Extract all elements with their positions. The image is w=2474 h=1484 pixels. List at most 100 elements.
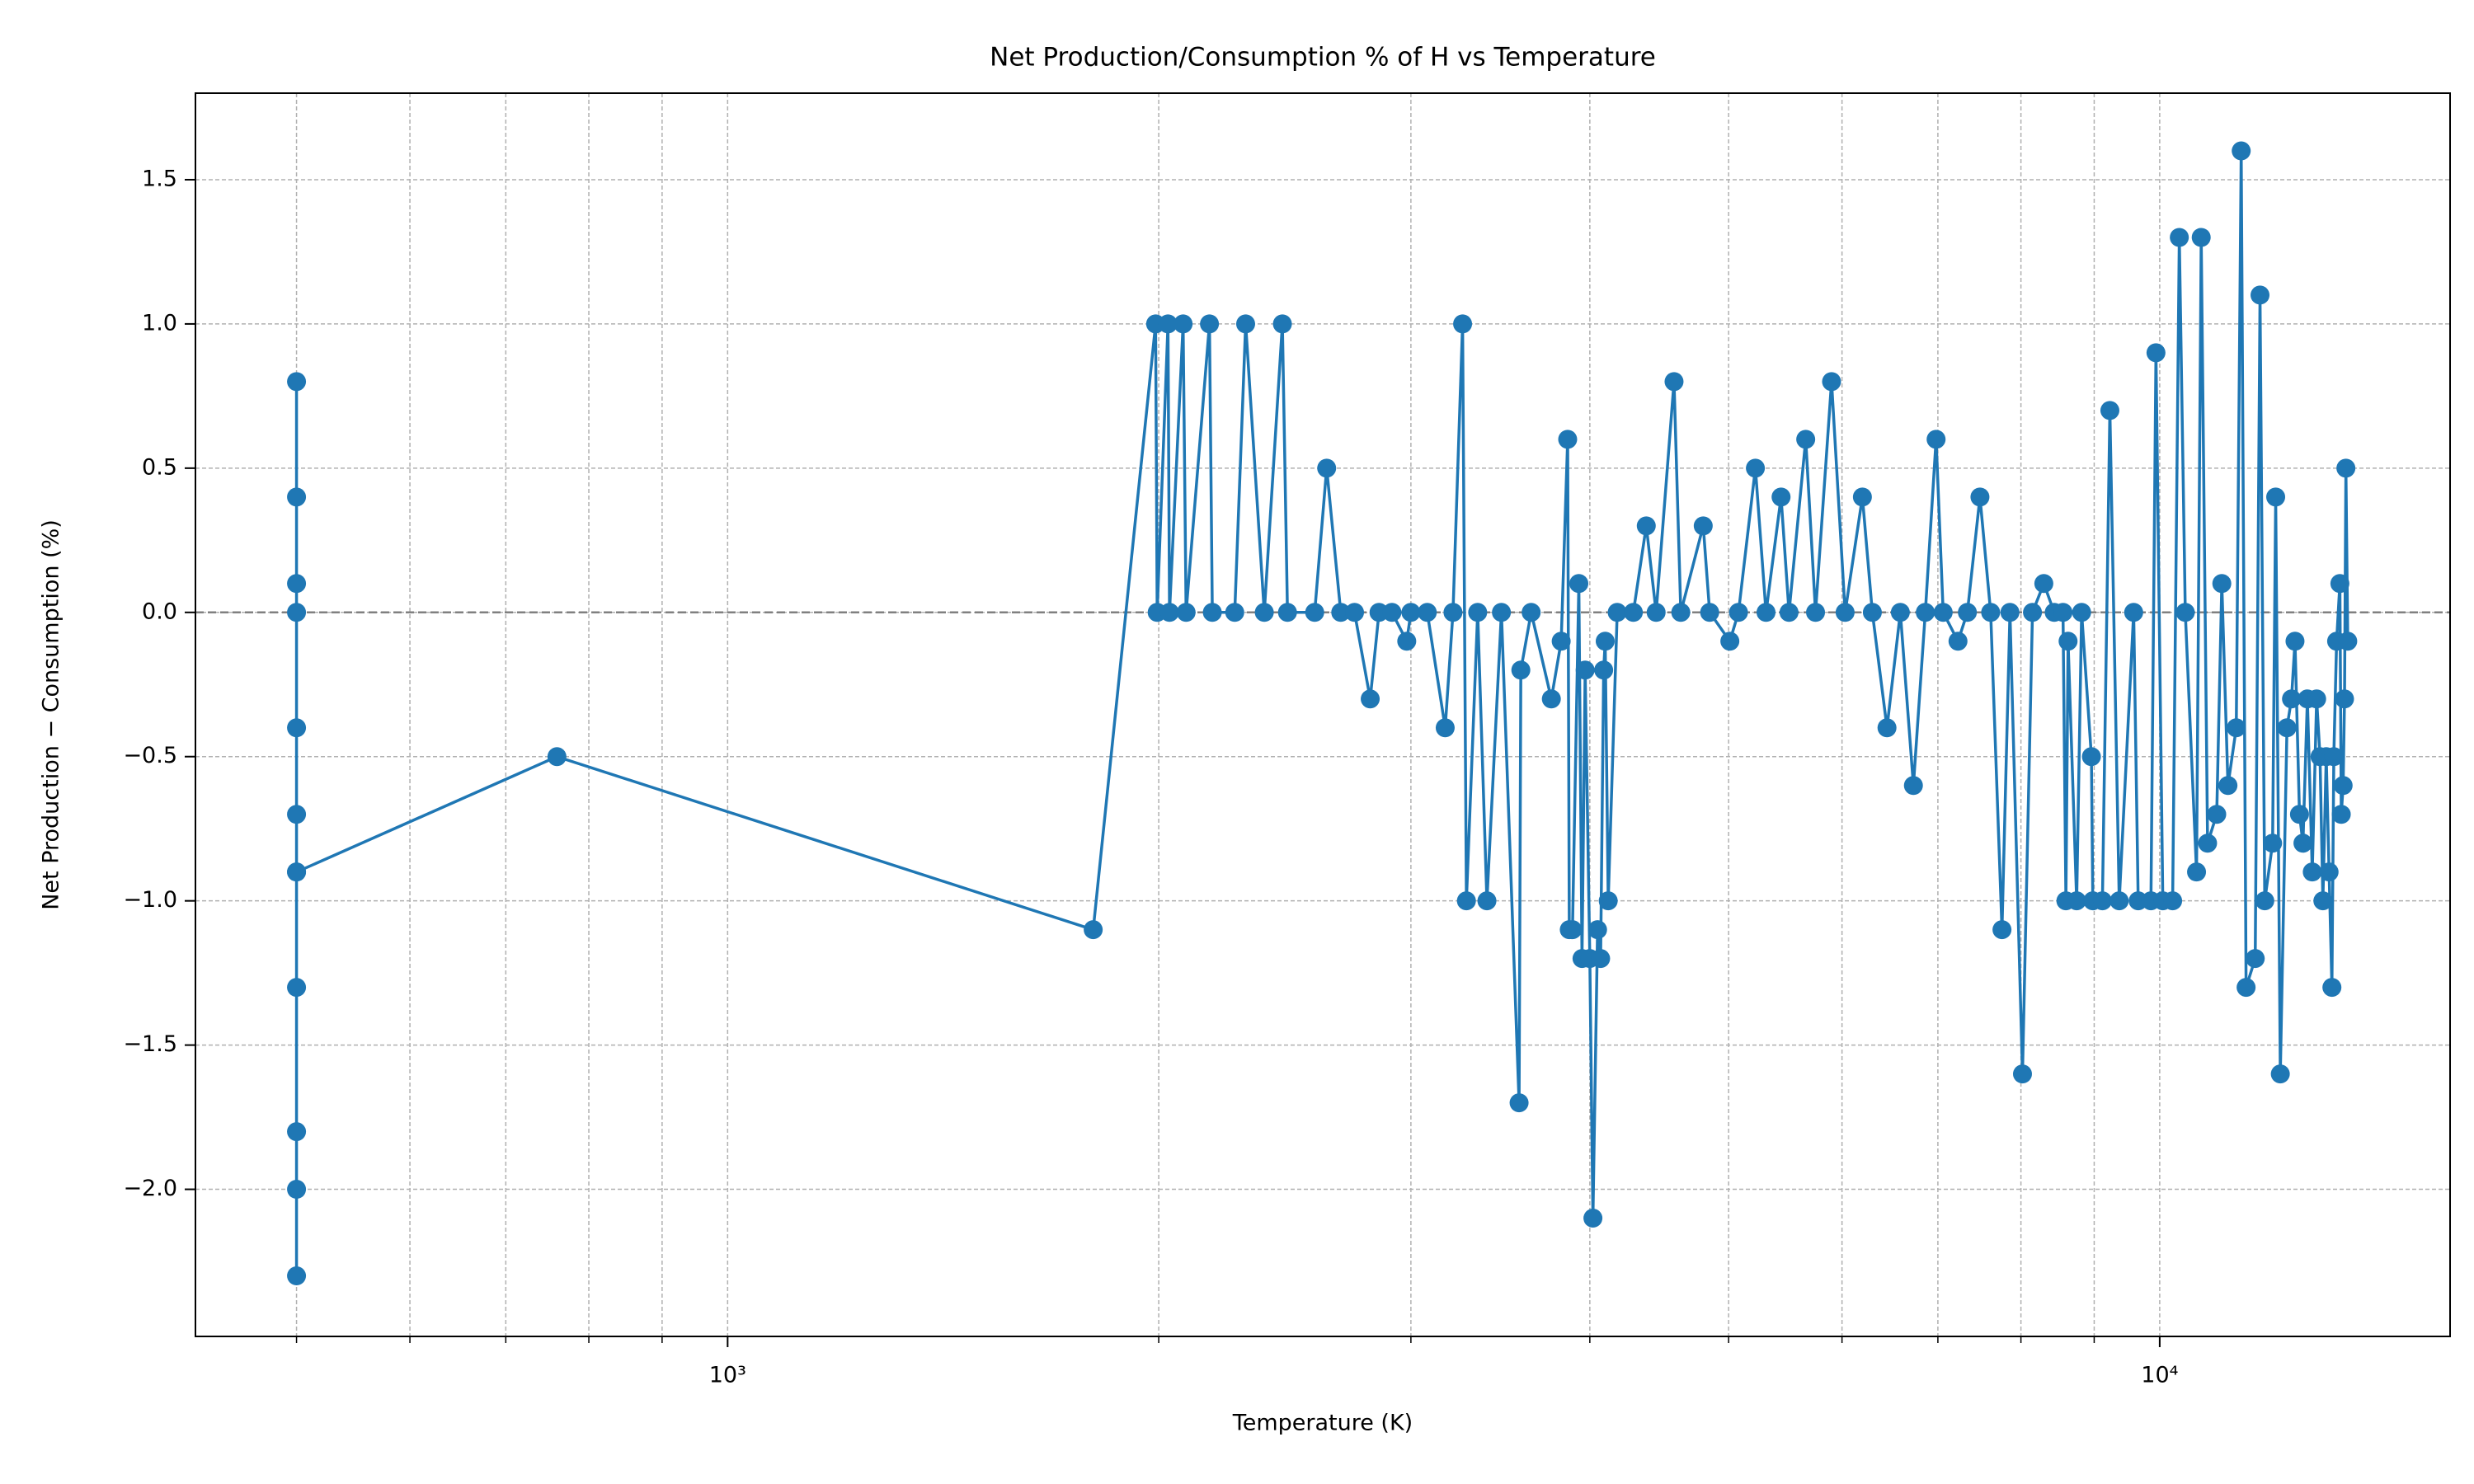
data-point [2255, 891, 2274, 911]
data-point [2282, 689, 2302, 709]
data-point [2067, 891, 2086, 911]
data-point [2191, 228, 2211, 247]
data-point [2336, 458, 2356, 478]
data-point [2324, 747, 2344, 767]
y-tick-label: 1.0 [142, 310, 177, 336]
data-point [1254, 603, 1274, 622]
y-tick-label: 0.0 [142, 599, 177, 624]
plot-frame [195, 92, 2451, 1337]
data-point [1583, 1209, 1603, 1228]
data-point [1401, 603, 1421, 622]
data-point [2207, 805, 2227, 824]
data-point [1200, 314, 1220, 334]
data-point [1992, 920, 2012, 940]
data-point [2092, 891, 2112, 911]
y-tick-label: −2.0 [123, 1176, 177, 1201]
data-point [287, 978, 307, 998]
data-point [1729, 603, 1748, 622]
data-point [1369, 603, 1389, 622]
y-axis-label: Net Production − Consumption (%) [39, 519, 64, 910]
data-point [1624, 603, 1644, 622]
data-point [1345, 603, 1365, 622]
data-point [1563, 920, 1583, 940]
data-point [1903, 776, 1923, 796]
data-point [1890, 603, 1910, 622]
data-point [1926, 430, 1946, 449]
data-point [2100, 401, 2119, 420]
data-point [1664, 372, 1684, 392]
data-point [2198, 834, 2218, 853]
data-point [1225, 603, 1244, 622]
data-point [1595, 632, 1615, 651]
data-point [1587, 920, 1607, 940]
data-point [2289, 805, 2309, 824]
data-point [1272, 314, 1292, 334]
data-point [2170, 228, 2189, 247]
x-tick-label: 10⁴ [2141, 1363, 2178, 1388]
data-point [1796, 430, 1816, 449]
data-point [2293, 834, 2313, 853]
data-point [287, 574, 307, 594]
data-point [2058, 632, 2078, 651]
data-point [2034, 574, 2053, 594]
y-tick-label: 0.5 [142, 454, 177, 480]
data-point [1594, 660, 1614, 680]
data-point [1277, 603, 1297, 622]
data-point [1305, 603, 1324, 622]
data-point [1492, 603, 1512, 622]
data-point [2335, 689, 2354, 709]
data-point [1159, 603, 1179, 622]
data-point [287, 487, 307, 507]
data-point [1958, 603, 1978, 622]
data-point [1636, 516, 1656, 536]
data-point [1522, 603, 1541, 622]
data-point [1981, 603, 2001, 622]
data-point [1317, 458, 1337, 478]
y-tick-label: −0.5 [123, 743, 177, 768]
data-point [1746, 458, 1766, 478]
data-point [1852, 487, 1872, 507]
data-point [287, 1266, 307, 1286]
data-point [2000, 603, 2020, 622]
data-point [2319, 862, 2339, 882]
data-point [2266, 487, 2286, 507]
data-line [294, 149, 2349, 1278]
data-point [2331, 805, 2351, 824]
data-point [1084, 920, 1103, 940]
data-point [1822, 372, 1841, 392]
data-point [2187, 862, 2207, 882]
data-point [287, 372, 307, 392]
data-point [1418, 603, 1437, 622]
data-point [1361, 689, 1380, 709]
data-point [2307, 689, 2326, 709]
data-point [1693, 516, 1713, 536]
y-tick-label: −1.5 [123, 1031, 177, 1057]
data-point [1569, 574, 1589, 594]
data-point [1176, 603, 1196, 622]
data-point [1700, 603, 1719, 622]
data-point [1477, 891, 1497, 911]
data-point [547, 747, 567, 767]
data-point [2270, 1064, 2290, 1084]
data-point [2313, 891, 2333, 911]
data-point [1671, 603, 1691, 622]
data-point [2302, 862, 2322, 882]
data-point [2263, 834, 2283, 853]
data-point [1235, 314, 1255, 334]
data-point [2212, 574, 2232, 594]
data-point [2322, 978, 2342, 998]
data-point [1607, 603, 1627, 622]
data-point [2218, 776, 2238, 796]
data-point [1397, 632, 1417, 651]
data-point [1970, 487, 1990, 507]
data-point [2285, 632, 2305, 651]
data-point [1331, 603, 1351, 622]
data-point [1541, 689, 1561, 709]
data-point [1646, 603, 1666, 622]
data-point [287, 862, 307, 882]
data-point [2053, 603, 2073, 622]
data-point [2236, 978, 2256, 998]
